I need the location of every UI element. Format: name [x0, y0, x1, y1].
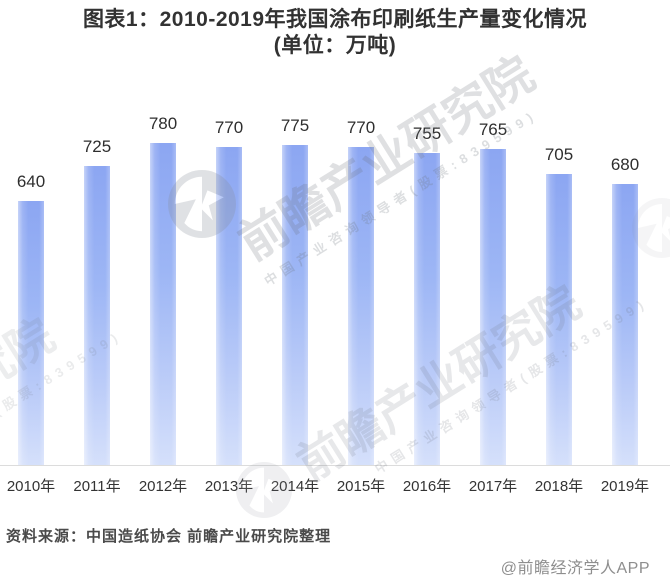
- x-tick-2014年: 2014年: [270, 478, 320, 495]
- bar-2016年: [414, 153, 440, 465]
- x-tick-2011年: 2011年: [73, 478, 121, 495]
- bar-2018年: [546, 174, 572, 465]
- x-tick-2018年: 2018年: [534, 478, 584, 495]
- bar-2011年: [84, 166, 110, 465]
- x-tick-2015年: 2015年: [336, 478, 386, 495]
- chart-title-line1: 图表1：2010-2019年我国涂布印刷纸生产量变化情况: [82, 8, 588, 31]
- x-axis-line: [0, 465, 670, 466]
- value-label-2018年: 705: [544, 145, 574, 164]
- x-tick-2013年: 2013年: [204, 478, 254, 495]
- source-note: 资料来源：中国造纸协会 前瞻产业研究院整理: [6, 528, 332, 545]
- chart-title-line2: (单位：万吨): [273, 34, 397, 57]
- value-label-2015年: 770: [346, 118, 376, 137]
- app-credit: @前瞻经济学人APP: [500, 560, 650, 577]
- value-label-2010年: 640: [16, 172, 46, 191]
- x-tick-2019年: 2019年: [600, 478, 650, 495]
- value-label-2016年: 755: [412, 124, 442, 143]
- chart-title: 图表1：2010-2019年我国涂布印刷纸生产量变化情况 (单位：万吨): [0, 7, 670, 59]
- bar-2017年: [480, 149, 506, 465]
- bar-2010年: [18, 201, 44, 465]
- bar-2012年: [150, 143, 176, 465]
- value-label-2011年: 725: [82, 137, 112, 156]
- bar-2014年: [282, 145, 308, 465]
- bar-2019年: [612, 184, 638, 465]
- x-tick-2017年: 2017年: [468, 478, 518, 495]
- plot-area: 640 725 780 770 775 770 755 765 705 680: [16, 114, 640, 465]
- value-label-2014年: 775: [280, 116, 310, 135]
- x-tick-2016年: 2016年: [402, 478, 452, 495]
- x-tick-2012年: 2012年: [138, 478, 188, 495]
- bar-2015年: [348, 147, 374, 465]
- value-label-2019年: 680: [610, 155, 640, 174]
- x-tick-2010年: 2010年: [6, 478, 56, 495]
- value-label-2012年: 780: [148, 114, 178, 133]
- value-label-2017年: 765: [478, 120, 508, 139]
- value-label-2013年: 770: [214, 118, 244, 137]
- bar-2013年: [216, 147, 242, 465]
